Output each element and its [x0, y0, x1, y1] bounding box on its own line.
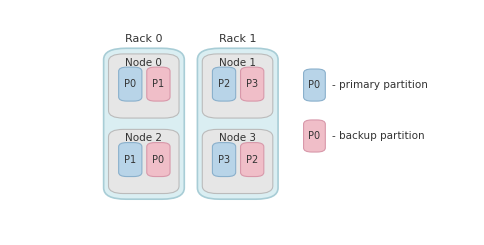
Text: Node 0: Node 0 — [125, 58, 162, 68]
Text: P1: P1 — [124, 155, 136, 165]
FancyBboxPatch shape — [241, 67, 264, 101]
Text: P0: P0 — [152, 155, 165, 165]
FancyBboxPatch shape — [202, 129, 273, 194]
Text: - backup partition: - backup partition — [332, 131, 424, 141]
FancyBboxPatch shape — [241, 143, 264, 177]
FancyBboxPatch shape — [119, 67, 142, 101]
FancyBboxPatch shape — [212, 67, 236, 101]
FancyBboxPatch shape — [303, 69, 325, 101]
Text: P2: P2 — [218, 79, 230, 89]
Text: P0: P0 — [308, 80, 320, 90]
FancyBboxPatch shape — [147, 143, 170, 177]
FancyBboxPatch shape — [303, 120, 325, 152]
Text: Rack 0: Rack 0 — [125, 34, 163, 44]
FancyBboxPatch shape — [212, 143, 236, 177]
Text: P0: P0 — [308, 131, 320, 141]
Text: P0: P0 — [124, 79, 136, 89]
FancyBboxPatch shape — [147, 67, 170, 101]
Text: Node 2: Node 2 — [125, 133, 162, 143]
Text: P3: P3 — [218, 155, 230, 165]
Text: Node 3: Node 3 — [219, 133, 256, 143]
FancyBboxPatch shape — [197, 48, 278, 199]
FancyBboxPatch shape — [108, 129, 179, 194]
Text: - primary partition: - primary partition — [332, 80, 428, 90]
FancyBboxPatch shape — [202, 54, 273, 118]
Text: P2: P2 — [246, 155, 258, 165]
Text: P3: P3 — [246, 79, 258, 89]
FancyBboxPatch shape — [104, 48, 184, 199]
FancyBboxPatch shape — [108, 54, 179, 118]
Text: P1: P1 — [152, 79, 165, 89]
Text: Node 1: Node 1 — [219, 58, 256, 68]
FancyBboxPatch shape — [119, 143, 142, 177]
Text: Rack 1: Rack 1 — [219, 34, 257, 44]
